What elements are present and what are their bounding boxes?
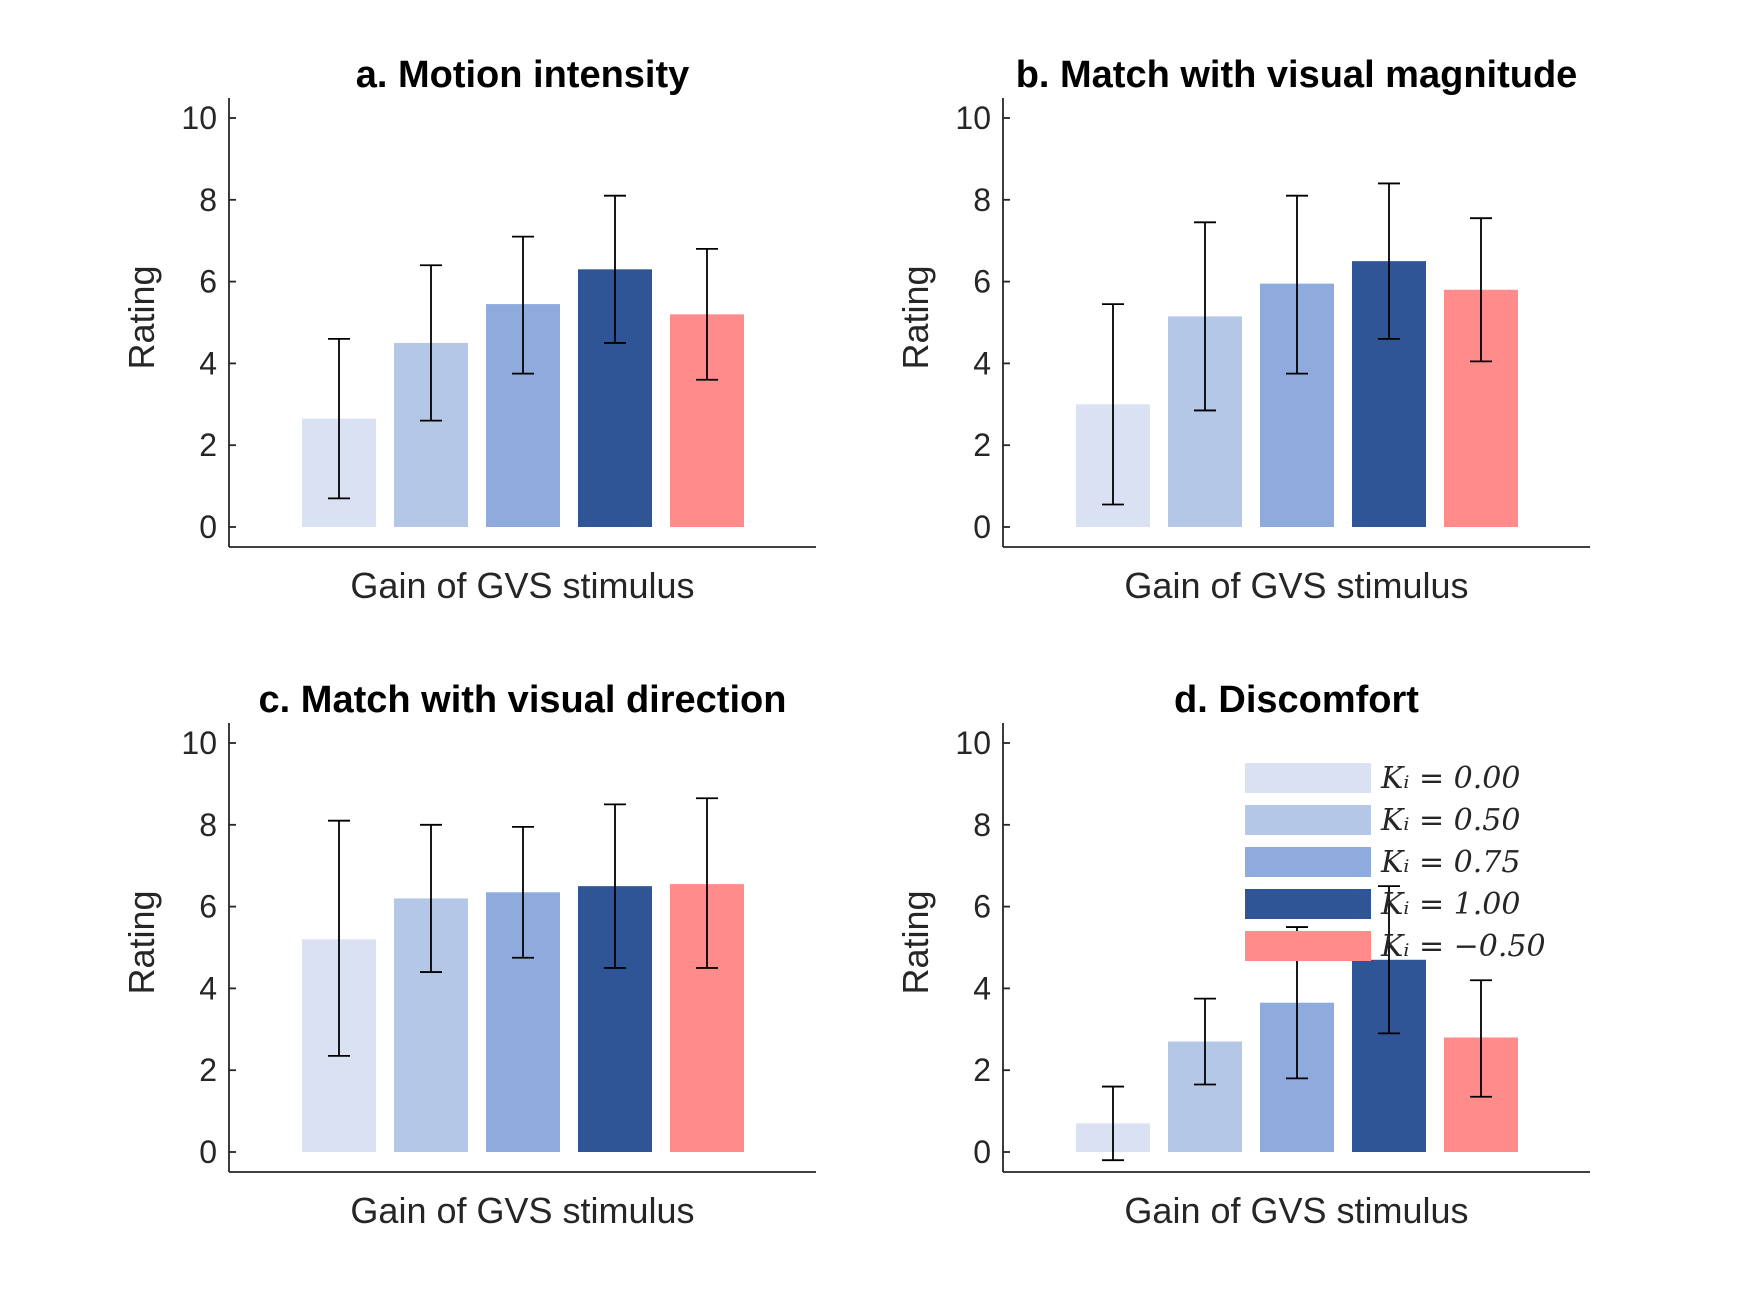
legend-swatch bbox=[1245, 847, 1371, 877]
x-axis-label: Gain of GVS stimulus bbox=[1124, 1190, 1468, 1231]
y-tick-label: 6 bbox=[973, 889, 991, 925]
legend-label: Kᵢ = 0.50 bbox=[1380, 803, 1520, 838]
error-bar bbox=[512, 825, 534, 959]
y-tick-label: 0 bbox=[199, 1134, 217, 1170]
y-tick-label: 0 bbox=[973, 1134, 991, 1170]
y-axis-label: Rating bbox=[895, 265, 936, 369]
error-bar bbox=[1102, 303, 1124, 506]
error-bar bbox=[696, 797, 718, 969]
error-bar bbox=[1286, 194, 1308, 375]
chart-panel-d: 0 2 4 6 8 10 d. Discomfort Gain of GVS stimulus… bbox=[895, 679, 1590, 1231]
y-tick-label: 2 bbox=[973, 1052, 991, 1088]
y-tick-label: 6 bbox=[199, 889, 217, 925]
chart-title: b. Match with visual magnitude bbox=[1016, 54, 1578, 96]
y-tick-label: 0 bbox=[973, 509, 991, 545]
y-tick-label: 10 bbox=[181, 725, 217, 761]
chart-panel-c: 0 2 4 6 8 10 c. Match with visual direction Gai… bbox=[121, 679, 816, 1231]
chart-title: a. Motion intensity bbox=[356, 54, 690, 96]
legend: Kᵢ = 0.00 Kᵢ = 0.50 Kᵢ = 0.75 Kᵢ = 1.00 Kᵢ =… bbox=[1245, 761, 1546, 964]
error-bar bbox=[604, 803, 626, 969]
error-bar bbox=[1194, 221, 1216, 412]
y-axis-label: Rating bbox=[121, 265, 162, 369]
error-bar bbox=[1470, 979, 1492, 1098]
y-tick-label: 8 bbox=[973, 182, 991, 218]
y-tick-label: 4 bbox=[199, 345, 217, 381]
y-axis-label: Rating bbox=[895, 890, 936, 994]
y-tick-label: 4 bbox=[199, 970, 217, 1006]
legend-label: Kᵢ = 0.75 bbox=[1380, 845, 1520, 880]
y-tick-label: 0 bbox=[199, 509, 217, 545]
error-bar bbox=[328, 819, 350, 1057]
error-bar bbox=[1378, 182, 1400, 340]
error-bar bbox=[328, 337, 350, 500]
chart-panel-b: 0 2 4 6 8 10 b. Match with visual magnitude Gai… bbox=[895, 54, 1590, 606]
chart-title: d. Discomfort bbox=[1174, 679, 1419, 721]
x-axis-label: Gain of GVS stimulus bbox=[350, 565, 694, 606]
y-tick-label: 10 bbox=[955, 100, 991, 136]
chart-title: c. Match with visual direction bbox=[259, 679, 787, 721]
error-bar bbox=[1470, 217, 1492, 363]
error-bar bbox=[512, 235, 534, 375]
legend-swatch bbox=[1245, 931, 1371, 961]
y-tick-label: 10 bbox=[181, 100, 217, 136]
y-tick-label: 2 bbox=[199, 1052, 217, 1088]
y-tick-label: 2 bbox=[199, 427, 217, 463]
legend-swatch bbox=[1245, 763, 1371, 793]
y-tick-label: 8 bbox=[199, 807, 217, 843]
legend-label: Kᵢ = 0.00 bbox=[1380, 761, 1520, 796]
y-tick-label: 4 bbox=[973, 970, 991, 1006]
y-axis-label: Rating bbox=[121, 890, 162, 994]
legend-swatch bbox=[1245, 805, 1371, 835]
error-bar bbox=[1102, 1085, 1124, 1162]
error-bar bbox=[604, 194, 626, 344]
error-bar bbox=[1194, 997, 1216, 1086]
y-tick-label: 6 bbox=[973, 264, 991, 300]
chart-panel-a: 0 2 4 6 8 10 a. Motion intensity Gain of GVS st… bbox=[121, 54, 816, 606]
y-tick-label: 10 bbox=[955, 725, 991, 761]
y-tick-label: 4 bbox=[973, 345, 991, 381]
y-tick-label: 8 bbox=[973, 807, 991, 843]
error-bar bbox=[1378, 885, 1400, 1035]
y-tick-label: 2 bbox=[973, 427, 991, 463]
legend-label: Kᵢ = −0.50 bbox=[1380, 929, 1546, 964]
legend-label: Kᵢ = 1.00 bbox=[1380, 887, 1520, 922]
error-bar bbox=[696, 247, 718, 381]
y-tick-label: 6 bbox=[199, 264, 217, 300]
error-bar bbox=[420, 264, 442, 422]
legend-swatch bbox=[1245, 889, 1371, 919]
error-bar bbox=[420, 823, 442, 973]
y-tick-label: 8 bbox=[199, 182, 217, 218]
x-axis-label: Gain of GVS stimulus bbox=[350, 1190, 694, 1231]
x-axis-label: Gain of GVS stimulus bbox=[1124, 565, 1468, 606]
